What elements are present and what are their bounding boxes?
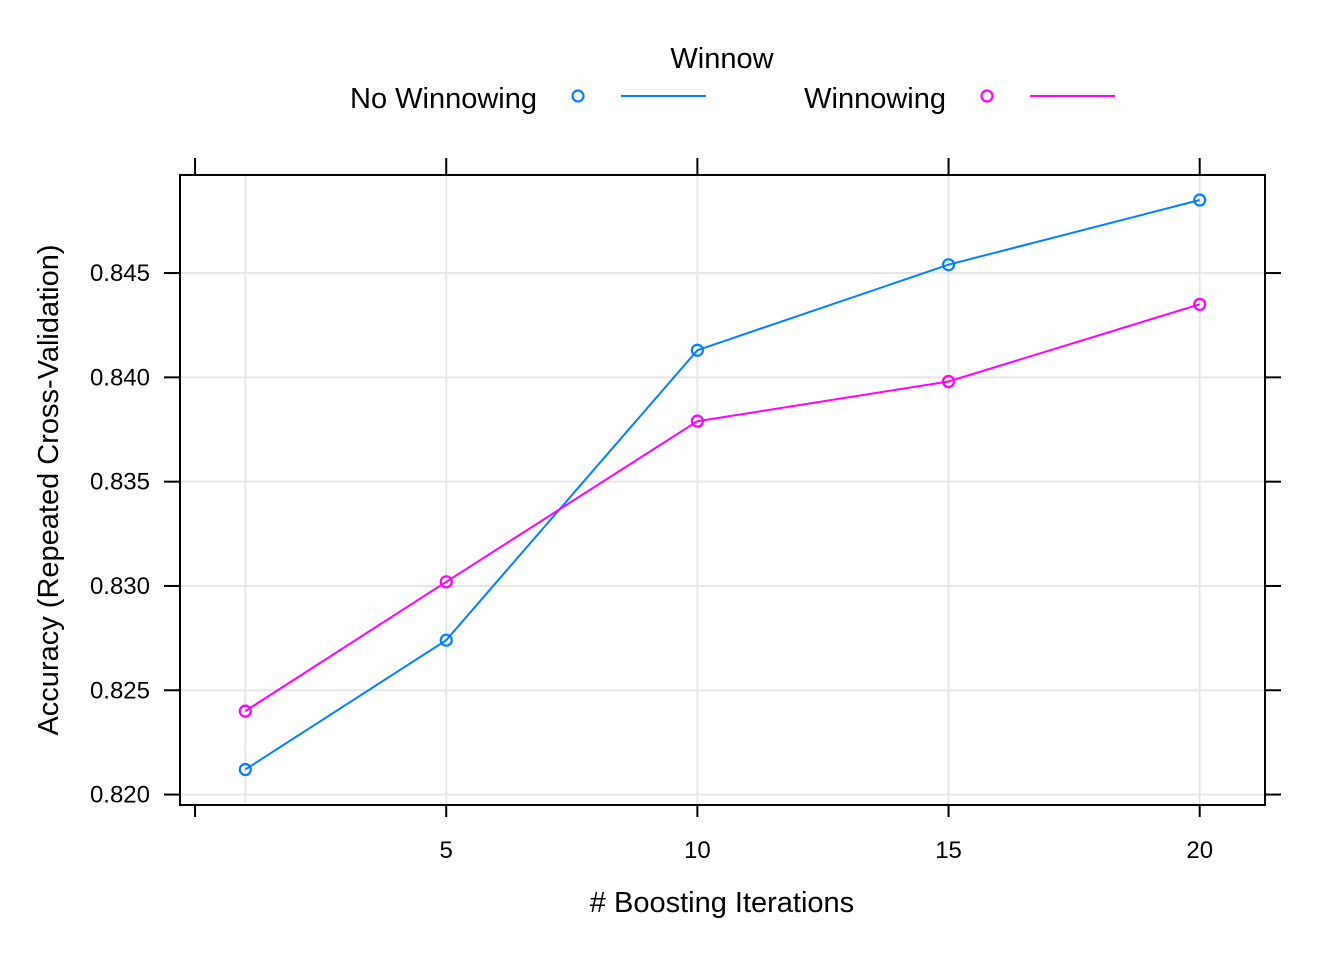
data-point — [238, 762, 252, 777]
legend-label: No Winnowing — [350, 83, 537, 115]
plot-frame — [179, 174, 1266, 806]
data-point — [941, 258, 956, 272]
y-tick-label: 0.830 — [90, 573, 150, 600]
data-point — [1193, 297, 1207, 311]
x-tick-label: 15 — [935, 837, 962, 864]
data-point — [439, 633, 453, 647]
y-tick-label: 0.825 — [90, 677, 150, 704]
series-line — [244, 303, 1200, 712]
grid — [180, 175, 1265, 805]
data-point — [1193, 193, 1207, 207]
legend-marker — [571, 89, 585, 103]
legend-item: Winnowing — [804, 83, 1115, 115]
x-tick-label: 5 — [440, 837, 453, 864]
y-tick-label: 0.845 — [90, 260, 150, 287]
data-point — [690, 343, 704, 357]
series-layer — [238, 193, 1207, 777]
y-tick-label: 0.840 — [90, 364, 150, 391]
legend: Winnow No Winnowing Winnowing — [350, 43, 1115, 115]
legend-items: No Winnowing Winnowing — [350, 83, 1115, 115]
data-point — [238, 704, 252, 718]
data-point — [439, 575, 453, 589]
data-point — [941, 374, 956, 389]
legend-title: Winnow — [670, 43, 774, 75]
y-axis-label: Accuracy (Repeated Cross-Validation) — [33, 244, 65, 735]
x-axis-label: # Boosting Iterations — [590, 887, 854, 919]
x-tick-label: 20 — [1186, 837, 1213, 864]
axes: 5 10 15 20 0.820 0.825 0.830 0.835 0.840 0.845 — [90, 158, 1281, 864]
series-line — [244, 199, 1200, 771]
legend-marker — [980, 89, 994, 103]
y-tick-label: 0.835 — [90, 469, 150, 496]
legend-item: No Winnowing — [350, 83, 706, 115]
data-point — [690, 414, 704, 428]
x-tick-label: 10 — [684, 837, 711, 864]
legend-label: Winnowing — [804, 83, 946, 115]
y-tick-label: 0.820 — [90, 782, 150, 809]
